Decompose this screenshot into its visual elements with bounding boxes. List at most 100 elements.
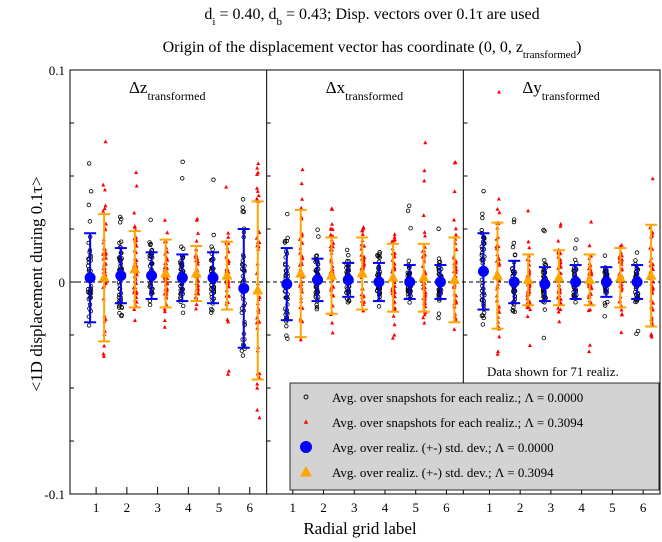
snapshot-point-lambda1	[392, 234, 397, 239]
mean-marker-lambda0	[176, 272, 188, 284]
snapshot-point-lambda0	[211, 177, 216, 182]
mean-marker-lambda1	[522, 273, 534, 284]
snapshot-point-lambda0	[573, 300, 578, 305]
x-tick-label: 1	[93, 500, 100, 515]
snapshot-point-lambda1	[619, 330, 624, 334]
snapshot-point-lambda1	[256, 161, 261, 166]
panel-label: Δytransformed	[522, 78, 599, 103]
snapshot-point-lambda1	[162, 309, 167, 314]
snapshot-point-lambda1	[225, 317, 230, 322]
mean-marker-lambda0	[84, 272, 96, 284]
mean-marker-lambda0	[238, 282, 250, 294]
snapshot-point-lambda0	[511, 240, 517, 246]
snapshot-point-lambda1	[101, 351, 106, 356]
snapshot-point-lambda1	[299, 205, 304, 210]
snapshot-point-lambda1	[103, 203, 108, 208]
snapshot-point-lambda1	[588, 307, 593, 312]
snapshot-point-lambda1	[134, 183, 139, 188]
snapshot-point-lambda1	[226, 230, 231, 235]
x-tick-label: 4	[578, 500, 585, 515]
snapshot-point-lambda0	[605, 299, 610, 305]
snapshot-point-lambda1	[226, 234, 231, 239]
snapshot-point-lambda1	[162, 318, 167, 323]
snapshot-point-lambda1	[102, 187, 107, 192]
x-tick-label: 1	[290, 500, 297, 515]
snapshot-point-lambda1	[497, 210, 502, 215]
mean-marker-lambda1	[252, 284, 264, 295]
snapshot-point-lambda1	[224, 184, 229, 189]
snapshot-point-lambda1	[330, 221, 335, 226]
snapshot-point-lambda0	[480, 215, 485, 221]
snapshot-point-lambda0	[180, 176, 185, 181]
snapshot-point-lambda0	[602, 253, 608, 258]
snapshot-point-lambda0	[116, 305, 122, 310]
mean-marker-lambda1	[98, 271, 110, 282]
snapshot-point-lambda1	[298, 337, 303, 342]
x-tick-label: 6	[640, 500, 647, 515]
snapshot-point-lambda1	[527, 245, 532, 250]
y-tick-label: -0.1	[44, 487, 65, 502]
snapshot-point-lambda1	[330, 207, 335, 211]
snapshot-point-lambda0	[541, 335, 547, 341]
x-tick-label: 6	[247, 500, 254, 515]
snapshot-point-lambda1	[101, 208, 106, 213]
snapshot-point-lambda0	[602, 303, 608, 308]
snapshot-point-lambda1	[102, 343, 107, 348]
snapshot-point-lambda0	[542, 307, 548, 312]
mean-marker-lambda1	[491, 269, 503, 280]
snapshot-point-lambda0	[407, 300, 412, 305]
legend-marker-filled-circle	[300, 441, 312, 453]
mean-marker-lambda0	[281, 278, 293, 290]
snapshot-point-lambda1	[557, 319, 562, 324]
snapshot-point-lambda1	[453, 232, 458, 237]
mean-marker-lambda0	[312, 274, 324, 286]
snapshot-point-lambda1	[422, 168, 427, 173]
snapshot-point-lambda0	[633, 258, 638, 263]
x-tick-label: 2	[320, 500, 327, 515]
legend-entry: Avg. over realiz. (+-) std. dev.; Λ = 0.…	[332, 465, 554, 480]
snapshot-point-lambda0	[117, 240, 122, 246]
snapshot-point-lambda0	[211, 232, 216, 238]
snapshot-point-lambda0	[408, 225, 413, 231]
y-tick-label: 0	[59, 275, 66, 290]
snapshot-point-lambda1	[528, 343, 533, 348]
snapshot-point-lambda0	[480, 313, 486, 318]
snapshot-point-lambda0	[574, 237, 579, 242]
snapshot-point-lambda1	[392, 232, 397, 236]
snapshot-point-lambda1	[556, 309, 561, 314]
snapshot-point-lambda0	[180, 310, 186, 316]
snapshot-point-lambda0	[316, 234, 321, 239]
snapshot-point-lambda0	[209, 306, 214, 312]
snapshot-point-lambda1	[528, 307, 533, 312]
snapshot-point-lambda0	[117, 214, 123, 220]
legend-box	[289, 382, 660, 491]
snapshot-point-lambda1	[254, 186, 259, 190]
snapshot-point-lambda1	[422, 178, 427, 183]
snapshot-point-lambda1	[102, 206, 107, 211]
mean-marker-lambda0	[631, 276, 643, 288]
snapshot-point-lambda1	[649, 334, 654, 339]
x-axis-label: Radial grid label	[303, 519, 417, 538]
snapshot-point-lambda0	[86, 161, 92, 166]
snapshot-point-lambda1	[256, 193, 261, 198]
snapshot-point-lambda0	[407, 203, 412, 208]
mean-marker-lambda1	[614, 271, 626, 282]
plot-layer: 0.1 0 -0.1 Δztransformed 1 2 3 4 5 6 Δxtransformed…	[44, 63, 661, 515]
snapshot-point-lambda0	[240, 205, 245, 210]
snapshot-point-lambda0	[179, 244, 184, 249]
snapshot-point-lambda0	[119, 304, 124, 310]
snapshot-point-lambda0	[284, 333, 289, 338]
panel-label: Δxtransformed	[326, 78, 403, 103]
snapshot-point-lambda1	[255, 407, 260, 412]
x-tick-label: 3	[351, 500, 358, 515]
snapshot-point-lambda1	[162, 306, 167, 311]
legend-marker-open-circle	[303, 394, 309, 400]
snapshot-point-lambda0	[285, 211, 290, 217]
x-tick-label: 2	[124, 500, 131, 515]
snapshot-point-lambda1	[421, 315, 426, 320]
snapshot-point-lambda1	[162, 217, 167, 222]
snapshot-point-lambda0	[148, 241, 153, 247]
mean-marker-lambda0	[539, 278, 551, 290]
snapshot-point-lambda1	[165, 230, 170, 235]
